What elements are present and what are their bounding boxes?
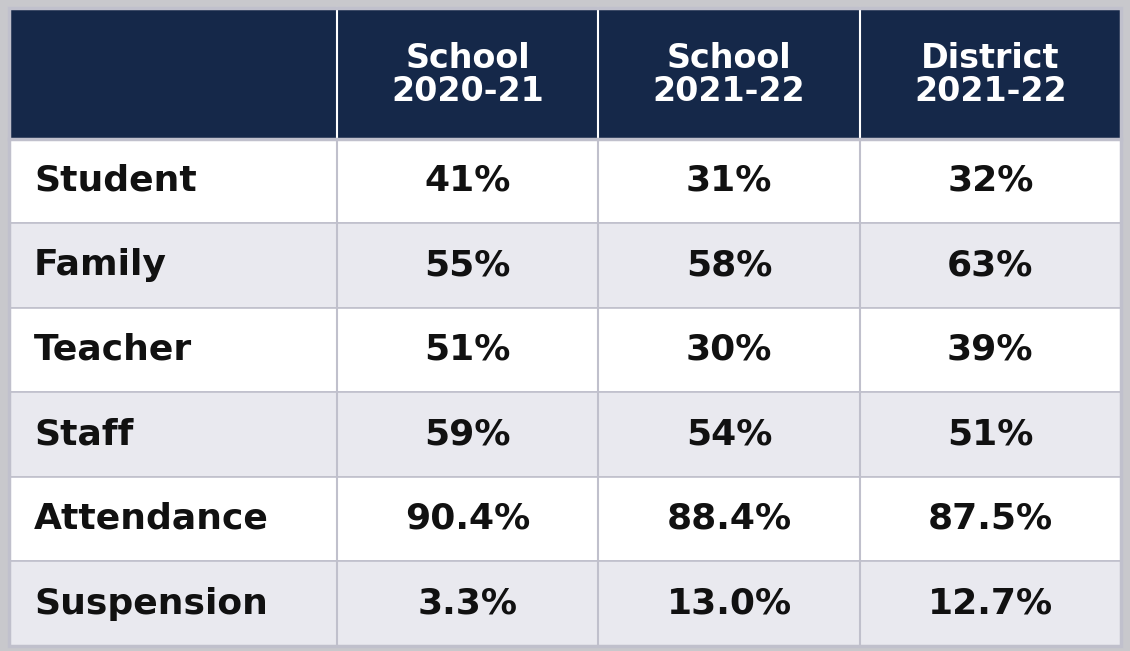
- Text: Teacher: Teacher: [34, 333, 192, 367]
- Bar: [9, 308, 337, 392]
- Bar: [599, 8, 860, 139]
- Bar: [860, 477, 1121, 561]
- Text: District: District: [921, 42, 1060, 76]
- Bar: [860, 8, 1121, 139]
- Text: 51%: 51%: [425, 333, 511, 367]
- Bar: [337, 561, 599, 646]
- Text: 63%: 63%: [947, 249, 1034, 283]
- Text: 88.4%: 88.4%: [667, 502, 792, 536]
- Text: 59%: 59%: [425, 417, 511, 451]
- Bar: [9, 392, 337, 477]
- Text: 41%: 41%: [425, 164, 511, 198]
- Bar: [860, 223, 1121, 308]
- Text: Attendance: Attendance: [34, 502, 269, 536]
- Text: 30%: 30%: [686, 333, 772, 367]
- Bar: [9, 561, 337, 646]
- Text: 13.0%: 13.0%: [667, 587, 792, 620]
- Bar: [860, 392, 1121, 477]
- Text: 51%: 51%: [947, 417, 1034, 451]
- Text: 87.5%: 87.5%: [928, 502, 1053, 536]
- Bar: [337, 392, 599, 477]
- Bar: [9, 139, 337, 223]
- Bar: [599, 139, 860, 223]
- Text: 32%: 32%: [947, 164, 1034, 198]
- Bar: [337, 223, 599, 308]
- Bar: [337, 308, 599, 392]
- Text: 31%: 31%: [686, 164, 772, 198]
- Text: 3.3%: 3.3%: [418, 587, 518, 620]
- Text: Family: Family: [34, 249, 167, 283]
- Text: Suspension: Suspension: [34, 587, 268, 620]
- Text: 2021-22: 2021-22: [653, 75, 806, 108]
- Text: 2020-21: 2020-21: [391, 75, 544, 108]
- Text: 2021-22: 2021-22: [914, 75, 1067, 108]
- Text: Student: Student: [34, 164, 197, 198]
- Text: 58%: 58%: [686, 249, 772, 283]
- Bar: [9, 8, 337, 139]
- Bar: [860, 561, 1121, 646]
- Bar: [599, 223, 860, 308]
- Text: 55%: 55%: [425, 249, 511, 283]
- Text: School: School: [667, 42, 791, 76]
- Bar: [337, 477, 599, 561]
- Bar: [599, 477, 860, 561]
- Text: 39%: 39%: [947, 333, 1034, 367]
- Text: 12.7%: 12.7%: [928, 587, 1053, 620]
- Text: 90.4%: 90.4%: [405, 502, 530, 536]
- Bar: [599, 561, 860, 646]
- Bar: [860, 308, 1121, 392]
- Text: Staff: Staff: [34, 417, 133, 451]
- Bar: [9, 223, 337, 308]
- Bar: [599, 392, 860, 477]
- Text: School: School: [406, 42, 530, 76]
- Bar: [337, 139, 599, 223]
- Bar: [860, 139, 1121, 223]
- Bar: [337, 8, 599, 139]
- Text: 54%: 54%: [686, 417, 772, 451]
- Bar: [9, 477, 337, 561]
- Bar: [599, 308, 860, 392]
